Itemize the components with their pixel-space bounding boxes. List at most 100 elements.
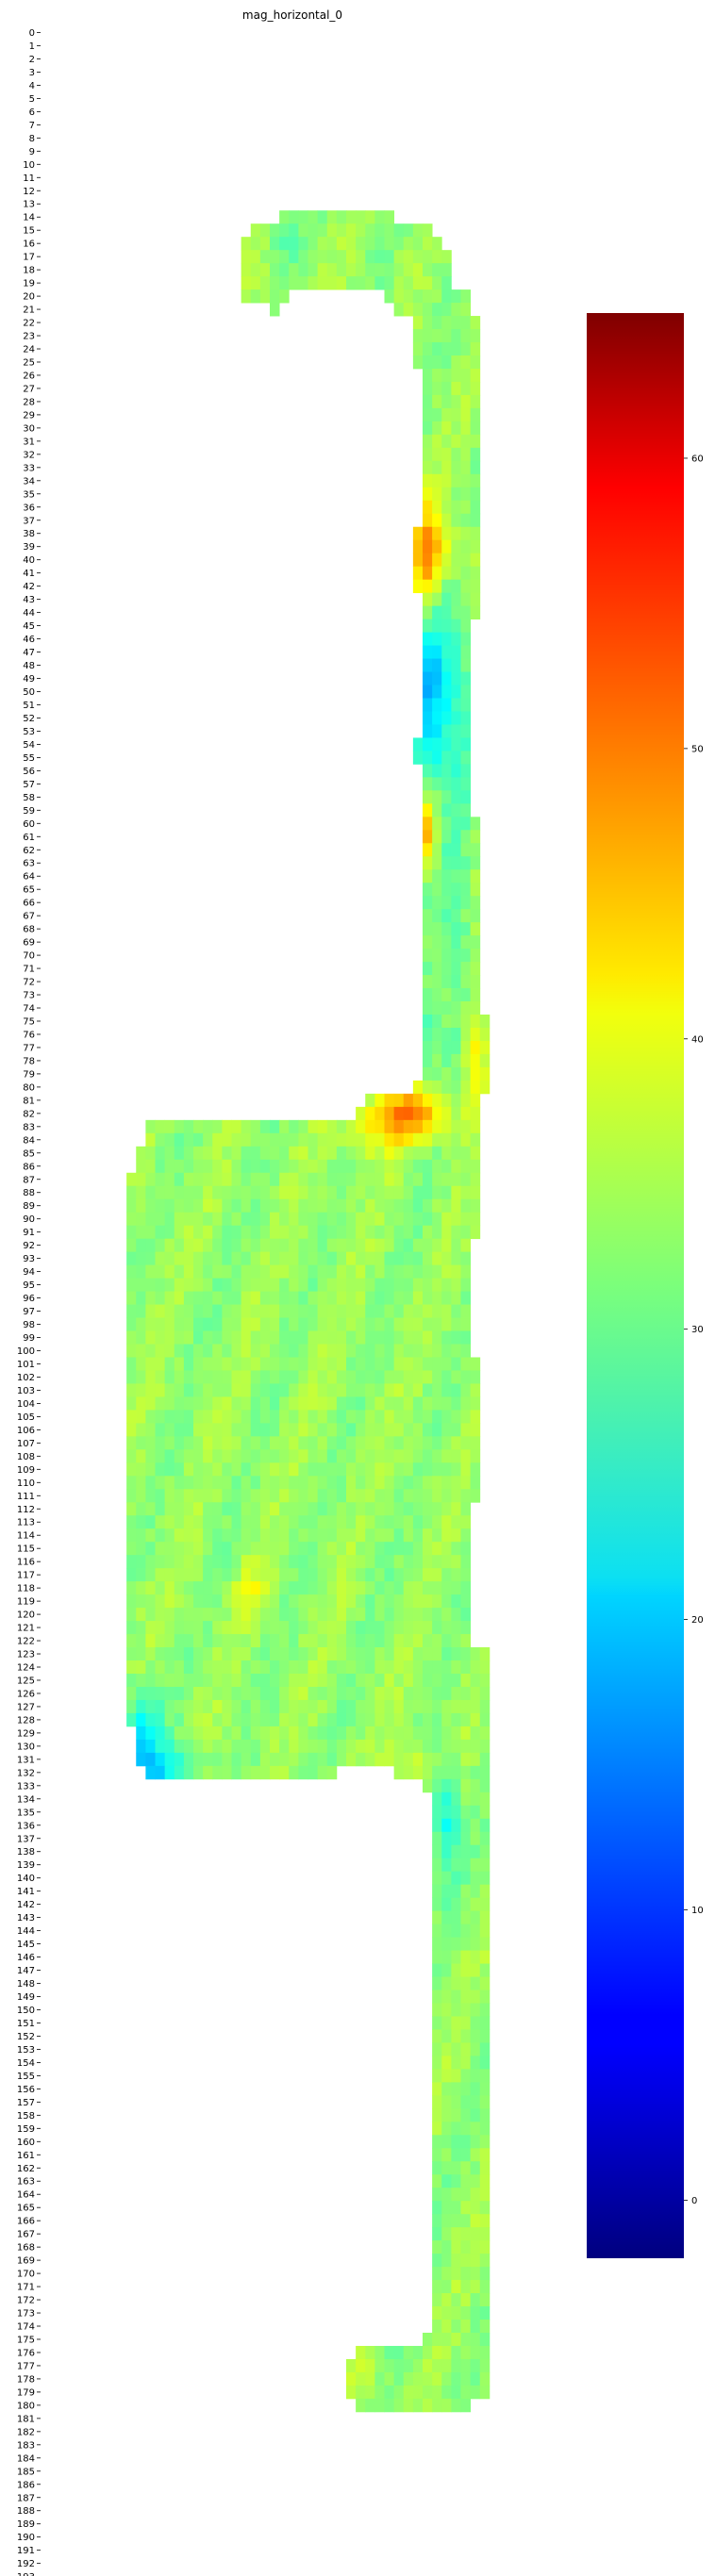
heatmap-cell [270, 289, 280, 304]
heatmap-cell [441, 421, 452, 436]
heatmap-cell [326, 1238, 338, 1253]
heatmap-cell [222, 1712, 232, 1727]
heatmap-cell [451, 1159, 461, 1174]
heatmap-cell [432, 592, 442, 607]
heatmap-cell [441, 1278, 452, 1292]
heatmap-cell [460, 817, 472, 831]
heatmap-cell [460, 803, 472, 817]
heatmap-cell [231, 1699, 242, 1714]
heatmap-cell [403, 1423, 414, 1437]
heatmap-cell [441, 2201, 452, 2215]
heatmap-cell [193, 1383, 204, 1397]
chart-title: mag_horizontal_0 [242, 8, 342, 22]
y-tick-label: 30 [23, 423, 35, 434]
heatmap-cell [212, 1304, 223, 1318]
heatmap-cell [270, 1370, 280, 1384]
heatmap-cell [336, 223, 347, 238]
heatmap-cell [317, 1660, 328, 1675]
heatmap-cell [393, 1198, 405, 1214]
heatmap-cell [432, 1792, 442, 1807]
heatmap-cell [346, 2385, 357, 2400]
heatmap-cell [470, 1119, 481, 1134]
heatmap-cell [441, 1476, 452, 1490]
heatmap-cell [317, 210, 328, 224]
heatmap-cell [393, 1712, 405, 1727]
heatmap-cell [432, 342, 442, 356]
heatmap-cell [423, 1066, 433, 1082]
heatmap-cell [432, 2082, 442, 2096]
heatmap-cell [289, 1132, 299, 1148]
heatmap-cell [451, 1146, 461, 1161]
heatmap-cell [222, 1119, 232, 1134]
heatmap-cell [470, 2122, 481, 2136]
heatmap-cell [365, 1436, 375, 1450]
heatmap-cell [346, 1581, 357, 1595]
heatmap-cell [126, 1686, 137, 1701]
heatmap-cell [412, 1608, 424, 1622]
heatmap-cell [441, 316, 452, 330]
heatmap-cell [460, 724, 472, 738]
heatmap-cell [451, 1119, 461, 1134]
heatmap-cell [193, 1752, 204, 1767]
heatmap-cell [136, 1686, 146, 1701]
heatmap-cell [374, 2398, 385, 2413]
heatmap-cell [308, 1502, 319, 1516]
heatmap-cell [460, 1884, 472, 1899]
heatmap-cell [423, 711, 433, 725]
heatmap-cell [289, 1726, 299, 1741]
heatmap-cell [470, 1449, 481, 1463]
heatmap-cell [423, 1581, 433, 1595]
heatmap-cell [460, 2214, 472, 2228]
heatmap-cell [470, 909, 481, 923]
heatmap-cell [336, 237, 347, 251]
heatmap-cell [393, 1555, 405, 1569]
heatmap-cell [451, 1555, 461, 1569]
heatmap-cell [441, 1752, 452, 1767]
heatmap-cell [479, 2042, 491, 2056]
y-tick-label: 104 [17, 1399, 35, 1410]
heatmap-cell [212, 1674, 223, 1688]
heatmap-cell [403, 1608, 414, 1622]
heatmap-cell [136, 1264, 146, 1279]
heatmap-cell [393, 1238, 405, 1253]
heatmap-cell [451, 922, 461, 936]
heatmap-cell [412, 2345, 424, 2360]
heatmap-cell [451, 737, 461, 751]
heatmap-cell [412, 1555, 424, 1569]
heatmap-cell [451, 473, 461, 488]
heatmap-cell [365, 1699, 375, 1714]
heatmap-cell [432, 1910, 442, 1925]
heatmap-cell [250, 1370, 261, 1384]
heatmap-cell [308, 1185, 319, 1200]
heatmap-cell [183, 1132, 194, 1148]
heatmap-cell [384, 1608, 395, 1622]
heatmap-cell [250, 1225, 261, 1240]
heatmap-cell [423, 1238, 433, 1253]
heatmap-cell [126, 1489, 137, 1503]
heatmap-cell [270, 1712, 280, 1727]
heatmap-cell [241, 1119, 252, 1134]
heatmap-cell [412, 237, 424, 251]
heatmap-cell [346, 1647, 357, 1661]
heatmap-cell [308, 1383, 319, 1397]
heatmap-cell [451, 1330, 461, 1345]
heatmap-cell [460, 368, 472, 383]
heatmap-cell [308, 1344, 319, 1358]
heatmap-cell [279, 1449, 290, 1463]
heatmap-cell [259, 1304, 271, 1318]
y-tick-label: 173 [17, 2309, 35, 2320]
heatmap-cell [432, 2122, 442, 2136]
heatmap-cell [356, 1608, 366, 1622]
heatmap-cell [460, 2280, 472, 2294]
heatmap-cell [241, 1462, 252, 1477]
y-tick-label: 95 [23, 1280, 35, 1291]
heatmap-cell [279, 1132, 290, 1148]
heatmap-cell [393, 1172, 405, 1187]
heatmap-cell [289, 1225, 299, 1240]
heatmap-cell [356, 1568, 366, 1582]
heatmap-cell [346, 1542, 357, 1556]
heatmap-cell [270, 1686, 280, 1701]
y-tick-label: 69 [23, 938, 35, 949]
heatmap-cell [460, 698, 472, 712]
heatmap-cell [432, 698, 442, 712]
